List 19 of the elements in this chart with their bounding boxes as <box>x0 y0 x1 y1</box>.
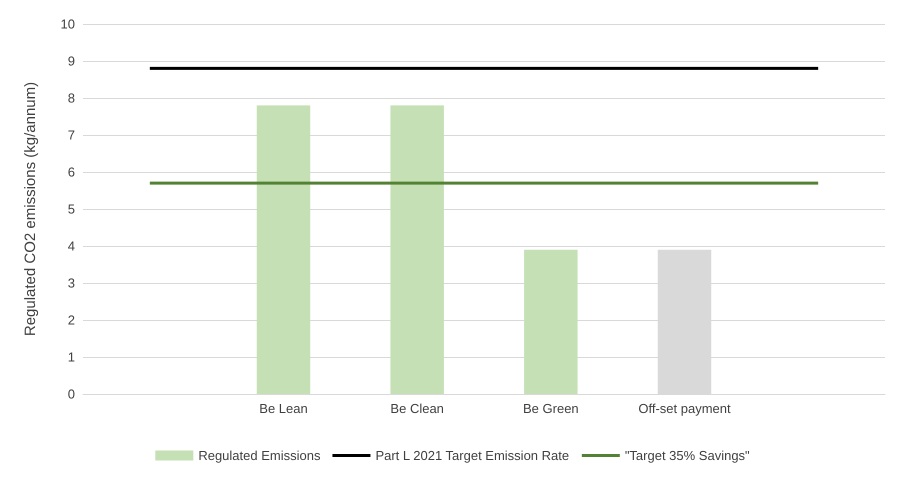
x-tick-label: Off-set payment <box>638 401 732 416</box>
y-tick-label: 10 <box>60 16 75 32</box>
y-tick-label: 3 <box>68 276 75 290</box>
y-tick-label: 5 <box>68 202 75 216</box>
y-tick-label: 6 <box>68 164 75 180</box>
x-tick-label: Be Green <box>523 401 579 416</box>
legend-label: Regulated Emissions <box>198 448 321 463</box>
x-tick-label: Be Clean <box>390 401 444 416</box>
legend-label: "Target 35% Savings" <box>624 448 750 463</box>
y-axis-title: Regulated CO2 emissions (kg/annum) <box>22 82 39 336</box>
y-tick-label: 1 <box>68 350 75 364</box>
y-tick-label: 8 <box>68 90 75 106</box>
y-tick-label: 2 <box>68 312 75 328</box>
y-tick-label: 9 <box>68 54 75 68</box>
y-tick-label: 0 <box>68 386 75 402</box>
legend-label: Part L 2021 Target Emission Rate <box>375 448 570 463</box>
y-tick-label: 7 <box>68 128 75 142</box>
x-tick-label: Be Lean <box>259 401 308 416</box>
y-tick-label: 4 <box>68 238 75 254</box>
